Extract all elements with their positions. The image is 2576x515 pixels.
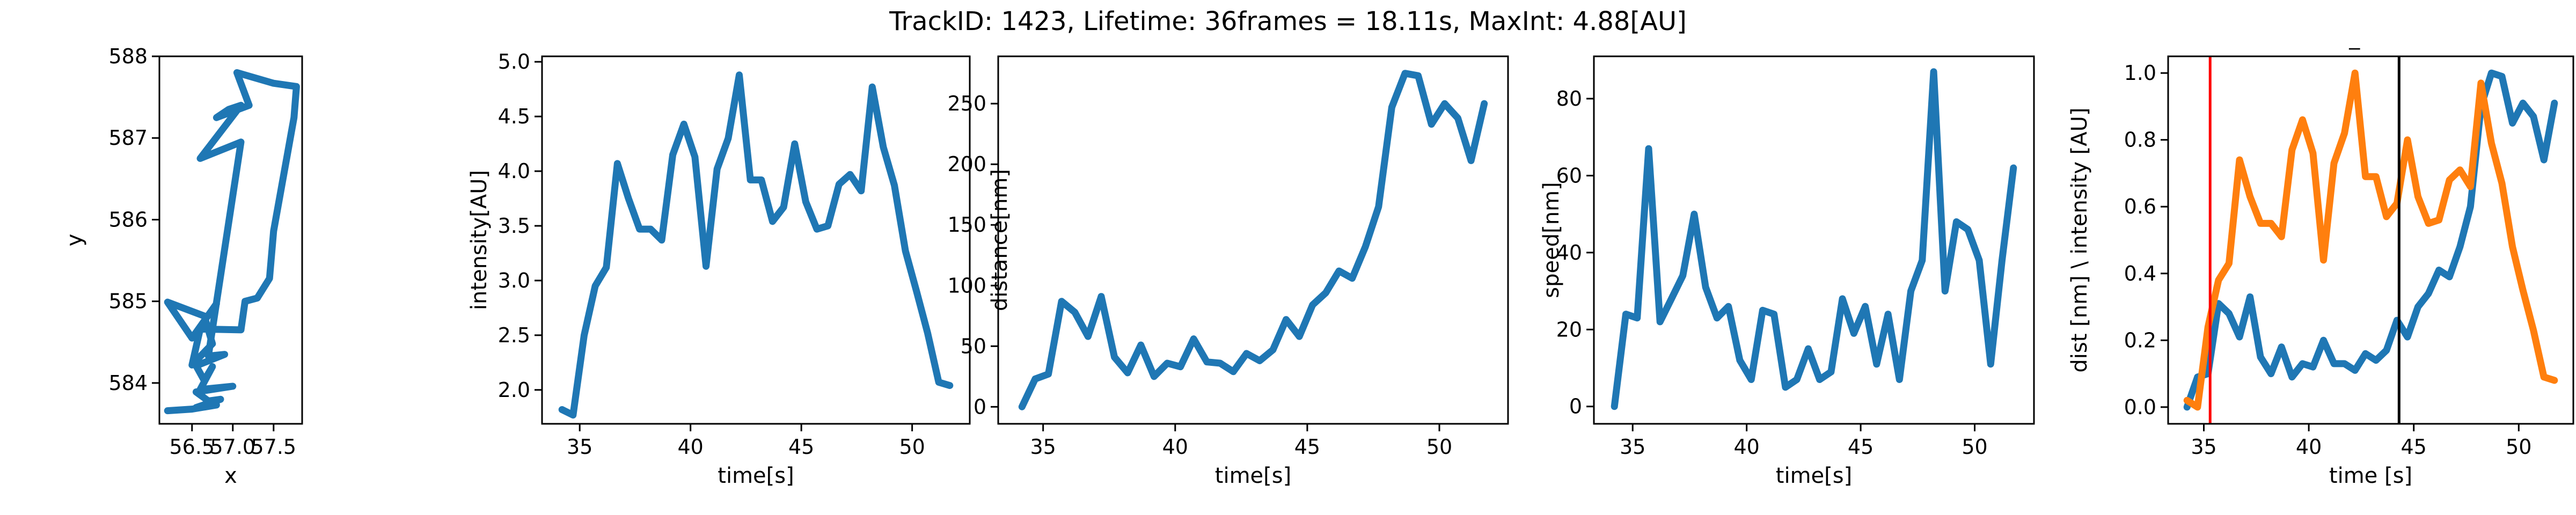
chart1-panel: 56.557.057.5 584 585 586 587 588 x y	[62, 45, 303, 488]
chart4-panel: 35 40 45 50 0 20 40 60 80 time[s] speed[nm]	[1539, 55, 2035, 488]
chart2-x-tick-label: 35	[567, 435, 592, 459]
chart3-y-tick-label: 250	[947, 92, 986, 115]
chart2-x-tick-label: 50	[899, 435, 925, 459]
chart3-y-tick-label: 50	[961, 334, 986, 358]
chart4-y-tick-label: 40	[1556, 241, 1582, 264]
chart1-y-tick-label: 587	[108, 126, 148, 150]
chart3-y-axis-label: distance[nm]	[987, 169, 1012, 311]
chart5-y-tick-label: 0.2	[2124, 328, 2156, 352]
chart2-x-tick-label: 45	[788, 435, 814, 459]
chart1-x-tick-label: 57.5	[251, 435, 296, 459]
chart3-series-1-line	[1018, 70, 1488, 410]
chart4-y-tick-label: 80	[1556, 87, 1582, 111]
chart3-y-tick-label: 100	[947, 274, 986, 297]
chart5-series-1-line	[2183, 69, 2558, 411]
chart-panels: 56.557.057.5 584 585 586 587 588 x y 35 40 45 50 2.0…	[62, 25, 2574, 488]
chart3-y-tick-label: 200	[947, 152, 986, 176]
chart3-x-axis-label: time[s]	[1215, 464, 1291, 488]
chart5-plot-frame	[2167, 55, 2574, 425]
chart1-plot-frame	[158, 55, 303, 425]
chart2-y-tick-label: 2.5	[498, 323, 530, 347]
chart2-y-tick-label: 4.0	[498, 159, 530, 183]
chart5-y-tick-label: 0.6	[2124, 195, 2156, 218]
chart1-y-tick-label: 586	[108, 208, 148, 231]
chart4-x-tick-label: 40	[1733, 435, 1759, 459]
chart1-series-1-line	[164, 69, 300, 415]
figure-title: TrackID: 1423, Lifetime: 36frames = 18.1…	[889, 6, 1687, 36]
chart4-y-tick-label: 60	[1556, 164, 1582, 187]
chart3-panel: 35 40 45 50 0 50 100 150 200 250 time[s] distance[n…	[947, 55, 1509, 488]
chart4-x-tick-label: 35	[1620, 435, 1645, 459]
chart4-x-axis-label: time[s]	[1776, 464, 1852, 488]
chart1-y-tick-label: 584	[108, 371, 148, 395]
chart5-x-tick-label: 50	[2506, 435, 2531, 459]
chart5-y-axis-label: dist [nm] \ intensity [AU]	[2067, 107, 2092, 372]
chart2-x-tick-label: 40	[677, 435, 703, 459]
chart2-y-tick-label: 3.0	[498, 269, 530, 292]
chart2-panel: 35 40 45 50 2.0 2.5 3.0 3.5 4.0 4.5 5.0 time[s] inte…	[467, 50, 971, 488]
chart5-y-tick-label: 0.0	[2124, 395, 2156, 419]
chart5-panel: 35 40 45 50 0.0 0.2 0.4 0.6 0.8 1.0 time [s] dist […	[2067, 25, 2574, 488]
chart3-plot-frame	[997, 55, 1509, 425]
chart5-top-mark: _	[2348, 25, 2360, 50]
chart4-x-tick-label: 50	[1962, 435, 1987, 459]
chart2-y-tick-label: 5.0	[498, 50, 530, 73]
chart4-x-tick-label: 45	[1848, 435, 1874, 459]
chart3-x-tick-label: 35	[1030, 435, 1056, 459]
chart5-series-2-line	[2183, 69, 2558, 411]
chart4-plot-frame	[1593, 55, 2035, 425]
chart2-y-tick-label: 4.5	[498, 105, 530, 128]
chart5-x-axis-label: time [s]	[2329, 464, 2412, 488]
chart5-y-tick-label: 1.0	[2124, 61, 2156, 85]
chart5-y-tick-label: 0.8	[2124, 128, 2156, 152]
chart2-plot-frame	[541, 55, 971, 425]
chart3-y-tick-label: 150	[947, 213, 986, 237]
chart5-x-tick-label: 35	[2191, 435, 2216, 459]
chart3-x-tick-label: 50	[1426, 435, 1452, 459]
chart3-x-tick-label: 45	[1294, 435, 1320, 459]
chart1-y-tick-label: 585	[108, 290, 148, 313]
chart1-x-tick-label: 56.5	[169, 435, 215, 459]
chart1-y-tick-label: 588	[108, 45, 148, 68]
chart3-y-tick-label: 0	[974, 395, 986, 418]
chart4-y-tick-label: 20	[1556, 318, 1582, 341]
chart2-series-1-line	[558, 71, 954, 419]
chart5-y-tick-label: 0.4	[2124, 262, 2156, 285]
chart5-x-tick-label: 40	[2296, 435, 2322, 459]
chart3-x-tick-label: 40	[1162, 435, 1188, 459]
chart4-y-axis-label: speed[nm]	[1539, 182, 1564, 298]
chart4-y-tick-label: 0	[1569, 395, 1582, 418]
chart2-x-axis-label: time[s]	[718, 464, 794, 488]
chart5-x-tick-label: 45	[2401, 435, 2427, 459]
chart1-x-axis-label: x	[224, 464, 237, 488]
chart2-y-tick-label: 2.0	[498, 378, 530, 402]
chart2-y-axis-label: intensity[AU]	[467, 170, 492, 310]
chart1-y-axis-label: y	[62, 234, 87, 247]
chart1-x-tick-label: 57.0	[210, 435, 255, 459]
chart2-y-tick-label: 3.5	[498, 214, 530, 238]
chart4-series-1-line	[1611, 68, 2017, 410]
